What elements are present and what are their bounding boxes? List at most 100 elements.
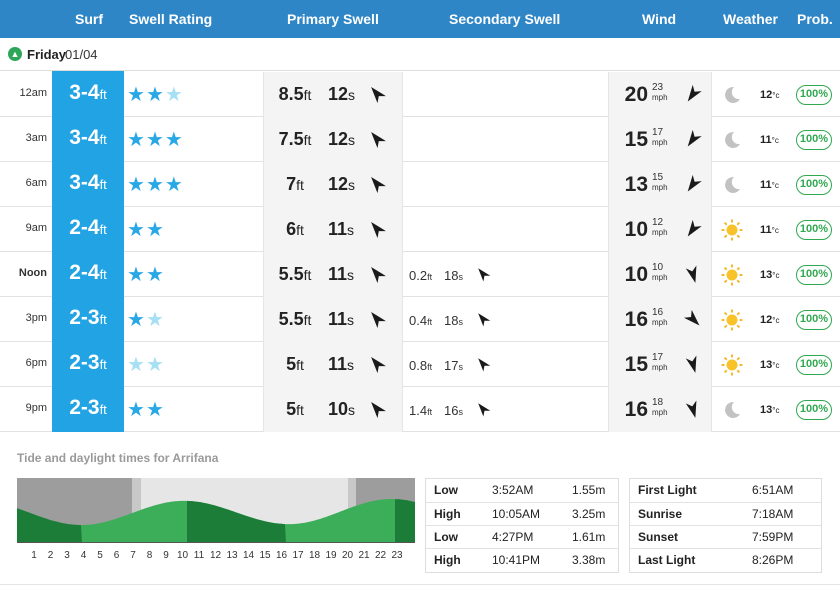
- primary-swell-period-unit: s: [347, 312, 355, 328]
- primary-swell-period: 11s: [328, 219, 354, 240]
- wind-speed: 16: [624, 398, 648, 421]
- tide-hour-label: 18: [308, 550, 321, 561]
- daylight-label: Last Light: [638, 552, 696, 567]
- tide-hour-label: 6: [113, 550, 120, 561]
- star-faded-icon: ★: [145, 354, 165, 376]
- primary-swell-period-unit: s: [347, 222, 355, 238]
- surf-height-value: 3-4: [69, 171, 100, 194]
- temperature: 12°c: [760, 89, 779, 101]
- primary-swell-height-unit: ft: [303, 87, 312, 103]
- daylight-row: Sunset 7:59PM: [630, 525, 821, 549]
- surf-height: 3-4ft: [52, 71, 124, 117]
- secondary-swell-period: 17s: [444, 358, 463, 373]
- table-row: 3pm 2-3ft ★★ 5.5ft 11s 0.4ft 18s 16 16 mph 12°c 100…: [0, 296, 840, 342]
- arrow-down-icon: [685, 400, 697, 418]
- wind-gust-value: 17: [652, 352, 664, 363]
- arrow-down-icon: [685, 265, 697, 283]
- secondary-swell-period-unit: s: [458, 317, 463, 327]
- tide-fill-dark-1: [17, 508, 82, 543]
- star-icon: ★: [164, 129, 184, 151]
- arrow-up-left-icon: [371, 221, 386, 239]
- day-header[interactable]: ▲ Friday 01/04: [0, 38, 840, 71]
- star-icon: ★: [127, 399, 146, 421]
- surf-height-unit: ft: [99, 87, 107, 102]
- temperature: 11°c: [760, 224, 779, 236]
- moon-icon: [725, 131, 740, 148]
- primary-swell-period-value: 12: [328, 84, 349, 104]
- daylight-label: First Light: [630, 479, 744, 503]
- temperature-value: 11: [760, 224, 772, 236]
- secondary-swell-height: 0.4ft: [409, 313, 432, 328]
- probability-badge: 100%: [796, 400, 832, 420]
- arrow-down-right-icon: [683, 309, 700, 326]
- secondary-swell-height-unit: ft: [427, 272, 433, 282]
- surf-height-unit: ft: [99, 312, 107, 327]
- arrow-up-left-icon: [371, 176, 386, 194]
- tide-row: Low 3:52AM 1.55m: [426, 479, 618, 503]
- arrow-down-left-icon: [687, 219, 702, 237]
- surf-height-unit: ft: [99, 357, 107, 372]
- surf-height: 2-3ft: [52, 386, 124, 432]
- secondary-swell-period: 16s: [444, 403, 463, 418]
- header-secondary-swell: Secondary Swell: [449, 11, 561, 27]
- star-icon: ★: [145, 84, 165, 106]
- secondary-swell-period-value: 17: [444, 358, 459, 373]
- star-faded-icon: ★: [127, 354, 146, 376]
- primary-swell-period: 12s: [328, 84, 355, 105]
- sun-icon: [721, 354, 743, 376]
- probability-badge: 100%: [796, 310, 832, 330]
- star-icon: ★: [164, 174, 184, 196]
- temperature: 11°c: [760, 134, 779, 146]
- star-icon: ★: [145, 264, 165, 286]
- wind-gust-value: 15: [652, 172, 664, 183]
- daylight-row: First Light 6:51AM: [630, 479, 821, 503]
- temperature-value: 12: [760, 314, 773, 326]
- header-wind: Wind: [642, 11, 677, 27]
- wind-unit: mph: [652, 318, 668, 327]
- row-time: 3pm: [25, 312, 47, 324]
- chevron-up-icon[interactable]: ▲: [8, 47, 22, 61]
- secondary-swell-period: 18s: [444, 313, 463, 328]
- primary-swell-height: 5ft: [278, 399, 312, 420]
- wind-unit: mph: [652, 363, 668, 372]
- moon-icon: [725, 86, 740, 103]
- secondary-swell-period-value: 18: [444, 313, 459, 328]
- swell-rating-stars: ★★: [127, 217, 165, 242]
- header-weather: Weather: [723, 11, 778, 27]
- probability-badge: 100%: [796, 355, 832, 375]
- tide-hour-label: 1: [31, 550, 37, 561]
- tide-row: Low 4:27PM 1.61m: [426, 525, 618, 549]
- table-row: 6am 3-4ft ★★★ 7ft 12s 13 15 mph 11°c 100%: [0, 161, 840, 207]
- tide-hour-label: 9: [163, 550, 169, 561]
- tide-chart: [17, 478, 415, 543]
- surf-height-value: 2-4: [69, 261, 100, 284]
- primary-swell-period: 12s: [328, 174, 355, 195]
- star-faded-icon: ★: [164, 84, 184, 106]
- tide-row: High 10:41PM 3.38m: [426, 548, 618, 571]
- wind-gust: 23 mph: [652, 83, 668, 103]
- surf-height: 3-4ft: [52, 116, 124, 162]
- primary-swell-period-value: 12: [328, 129, 349, 149]
- tide-height: 3.38m: [572, 552, 606, 567]
- day-date: 01/04: [65, 47, 98, 62]
- daylight-times-table: First Light 6:51AM Sunrise 7:18AM Sunset 7:59…: [629, 478, 822, 573]
- daylight-time: 7:18AM: [744, 502, 821, 526]
- swell-rating-stars: ★★★: [127, 127, 184, 152]
- primary-swell-height-value: 6: [286, 219, 297, 239]
- wind-unit: mph: [652, 408, 668, 417]
- secondary-swell-height-unit: ft: [427, 407, 433, 417]
- primary-swell-period-value: 11: [328, 354, 348, 374]
- primary-swell-height-unit: ft: [296, 222, 304, 238]
- table-row: 6pm 2-3ft ★★ 5ft 11s 0.8ft 17s 15 17 mph 13°c 100%: [0, 341, 840, 387]
- wind-gust: 10 mph: [652, 263, 668, 283]
- tide-times-table: Low 3:52AM 1.55m High 10:05AM 3.25m Low 4:27PM 1…: [425, 478, 619, 573]
- secondary-swell-height: 0.2ft: [409, 268, 432, 283]
- tide-type: High: [426, 502, 484, 526]
- temperature-value: 13: [760, 359, 773, 371]
- tide-hour-label: 17: [292, 550, 304, 561]
- wind-gust-value: 10: [652, 262, 664, 273]
- star-icon: ★: [145, 399, 165, 421]
- temperature: 13°c: [760, 269, 779, 281]
- secondary-swell-period: 18s: [444, 268, 463, 283]
- wind-gust: 15 mph: [652, 173, 668, 193]
